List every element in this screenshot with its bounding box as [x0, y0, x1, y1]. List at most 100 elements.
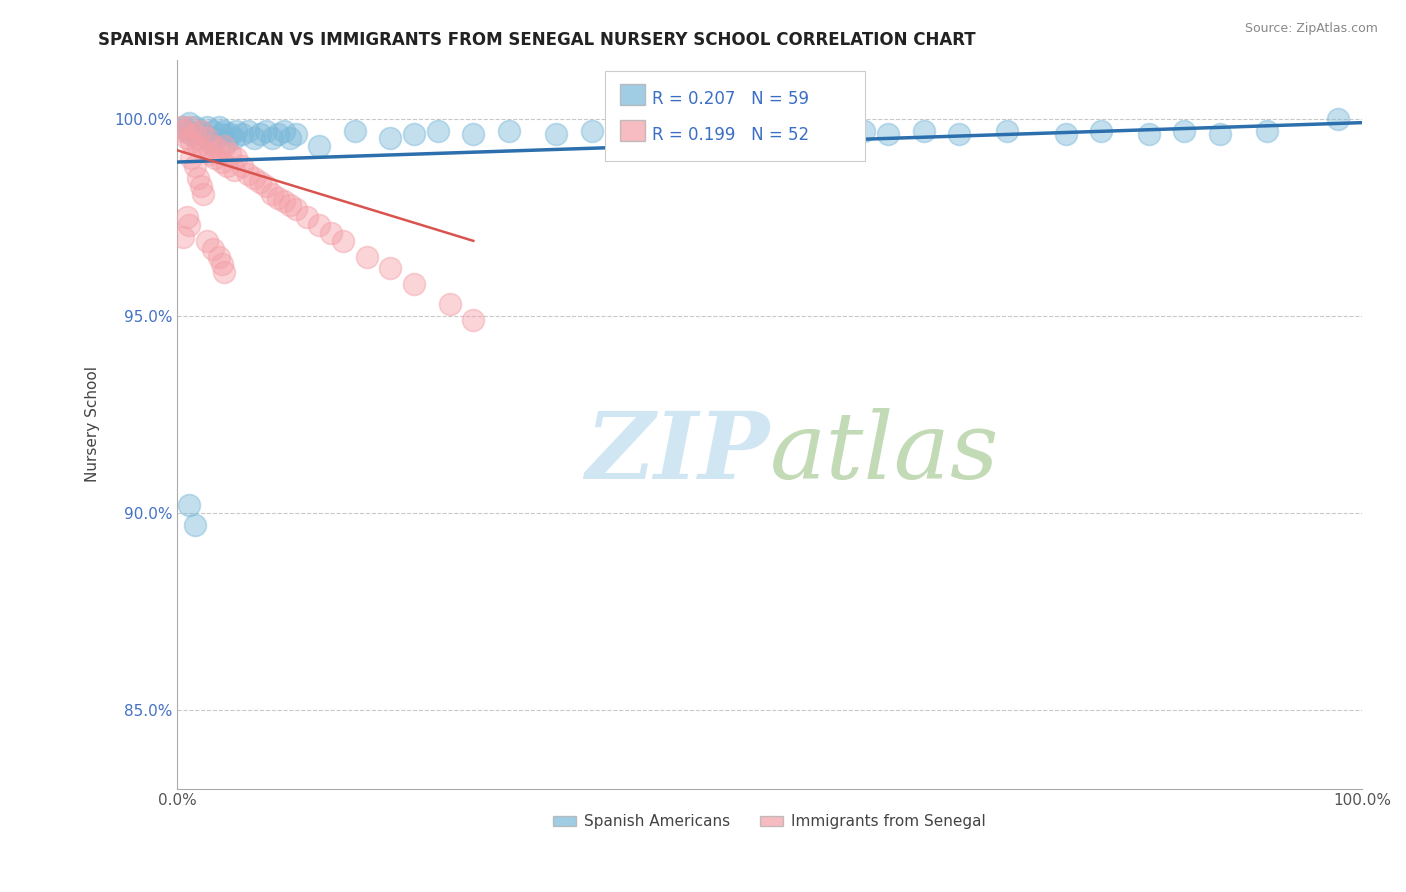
Point: [214, 265, 236, 279]
Point: [200, 147, 222, 161]
Point: [640, 128, 662, 142]
Point: [284, 128, 307, 142]
Point: [225, 151, 247, 165]
Point: [191, 186, 214, 201]
Point: [180, 151, 202, 165]
Point: [236, 123, 259, 137]
Y-axis label: Nursery School: Nursery School: [86, 366, 100, 482]
Point: [254, 123, 277, 137]
Point: [1209, 128, 1232, 142]
Point: [581, 123, 603, 137]
Point: [176, 123, 198, 137]
Point: [177, 120, 200, 134]
Point: [172, 120, 194, 134]
Point: [782, 123, 804, 137]
Text: Source: ZipAtlas.com: Source: ZipAtlas.com: [1244, 22, 1378, 36]
Point: [402, 277, 425, 292]
Point: [200, 136, 222, 150]
Point: [201, 139, 224, 153]
Point: [172, 123, 194, 137]
Point: [211, 128, 233, 142]
Point: [225, 123, 247, 137]
Point: [308, 218, 330, 232]
Point: [184, 120, 207, 134]
Point: [1173, 123, 1195, 137]
Point: [204, 151, 226, 165]
Point: [215, 159, 238, 173]
Point: [172, 230, 194, 244]
Point: [207, 250, 229, 264]
Point: [169, 120, 191, 134]
Point: [278, 131, 301, 145]
Point: [195, 234, 218, 248]
Point: [184, 128, 207, 142]
Point: [356, 250, 378, 264]
Point: [426, 123, 449, 137]
Point: [699, 128, 721, 142]
Point: [195, 120, 218, 134]
Point: [207, 120, 229, 134]
Point: [180, 128, 202, 142]
Point: [463, 312, 485, 326]
Point: [380, 131, 402, 145]
Point: [439, 297, 461, 311]
Point: [273, 194, 295, 209]
Point: [546, 128, 568, 142]
Point: [190, 123, 212, 137]
Text: ZIP: ZIP: [585, 409, 769, 499]
Point: [1256, 123, 1278, 137]
Point: [236, 167, 259, 181]
Point: [402, 128, 425, 142]
Point: [195, 131, 218, 145]
Point: [191, 143, 214, 157]
Text: R = 0.199   N = 52: R = 0.199 N = 52: [652, 126, 810, 144]
Point: [177, 498, 200, 512]
Point: [267, 190, 290, 204]
Point: [222, 131, 245, 145]
Point: [1054, 128, 1077, 142]
Point: [219, 147, 242, 161]
Point: [231, 128, 253, 142]
Point: [184, 159, 207, 173]
Point: [1090, 123, 1112, 137]
Point: [912, 123, 935, 137]
Point: [1327, 112, 1350, 126]
Point: [260, 186, 283, 201]
Point: [249, 128, 271, 142]
Point: [231, 159, 253, 173]
Point: [187, 131, 209, 145]
Point: [187, 139, 209, 153]
Point: [211, 155, 233, 169]
Point: [190, 178, 212, 193]
Point: [219, 128, 242, 142]
Point: [853, 123, 876, 137]
Point: [664, 123, 686, 137]
Point: [214, 123, 236, 137]
Point: [308, 139, 330, 153]
Point: [734, 123, 756, 137]
Point: [343, 123, 366, 137]
Point: [380, 261, 402, 276]
Text: atlas: atlas: [769, 409, 1000, 499]
Point: [187, 170, 209, 185]
Point: [297, 211, 319, 225]
Point: [463, 128, 485, 142]
Point: [273, 123, 295, 137]
Point: [177, 218, 200, 232]
Point: [177, 115, 200, 129]
Point: [267, 128, 290, 142]
Point: [249, 175, 271, 189]
Point: [215, 136, 238, 150]
Point: [319, 226, 342, 240]
Point: [332, 234, 354, 248]
Legend: Spanish Americans, Immigrants from Senegal: Spanish Americans, Immigrants from Seneg…: [547, 808, 991, 836]
Point: [758, 128, 780, 142]
Point: [191, 128, 214, 142]
Point: [214, 139, 236, 153]
Point: [284, 202, 307, 217]
Point: [260, 131, 283, 145]
Point: [243, 170, 266, 185]
Point: [176, 131, 198, 145]
Point: [254, 178, 277, 193]
Point: [1137, 128, 1160, 142]
